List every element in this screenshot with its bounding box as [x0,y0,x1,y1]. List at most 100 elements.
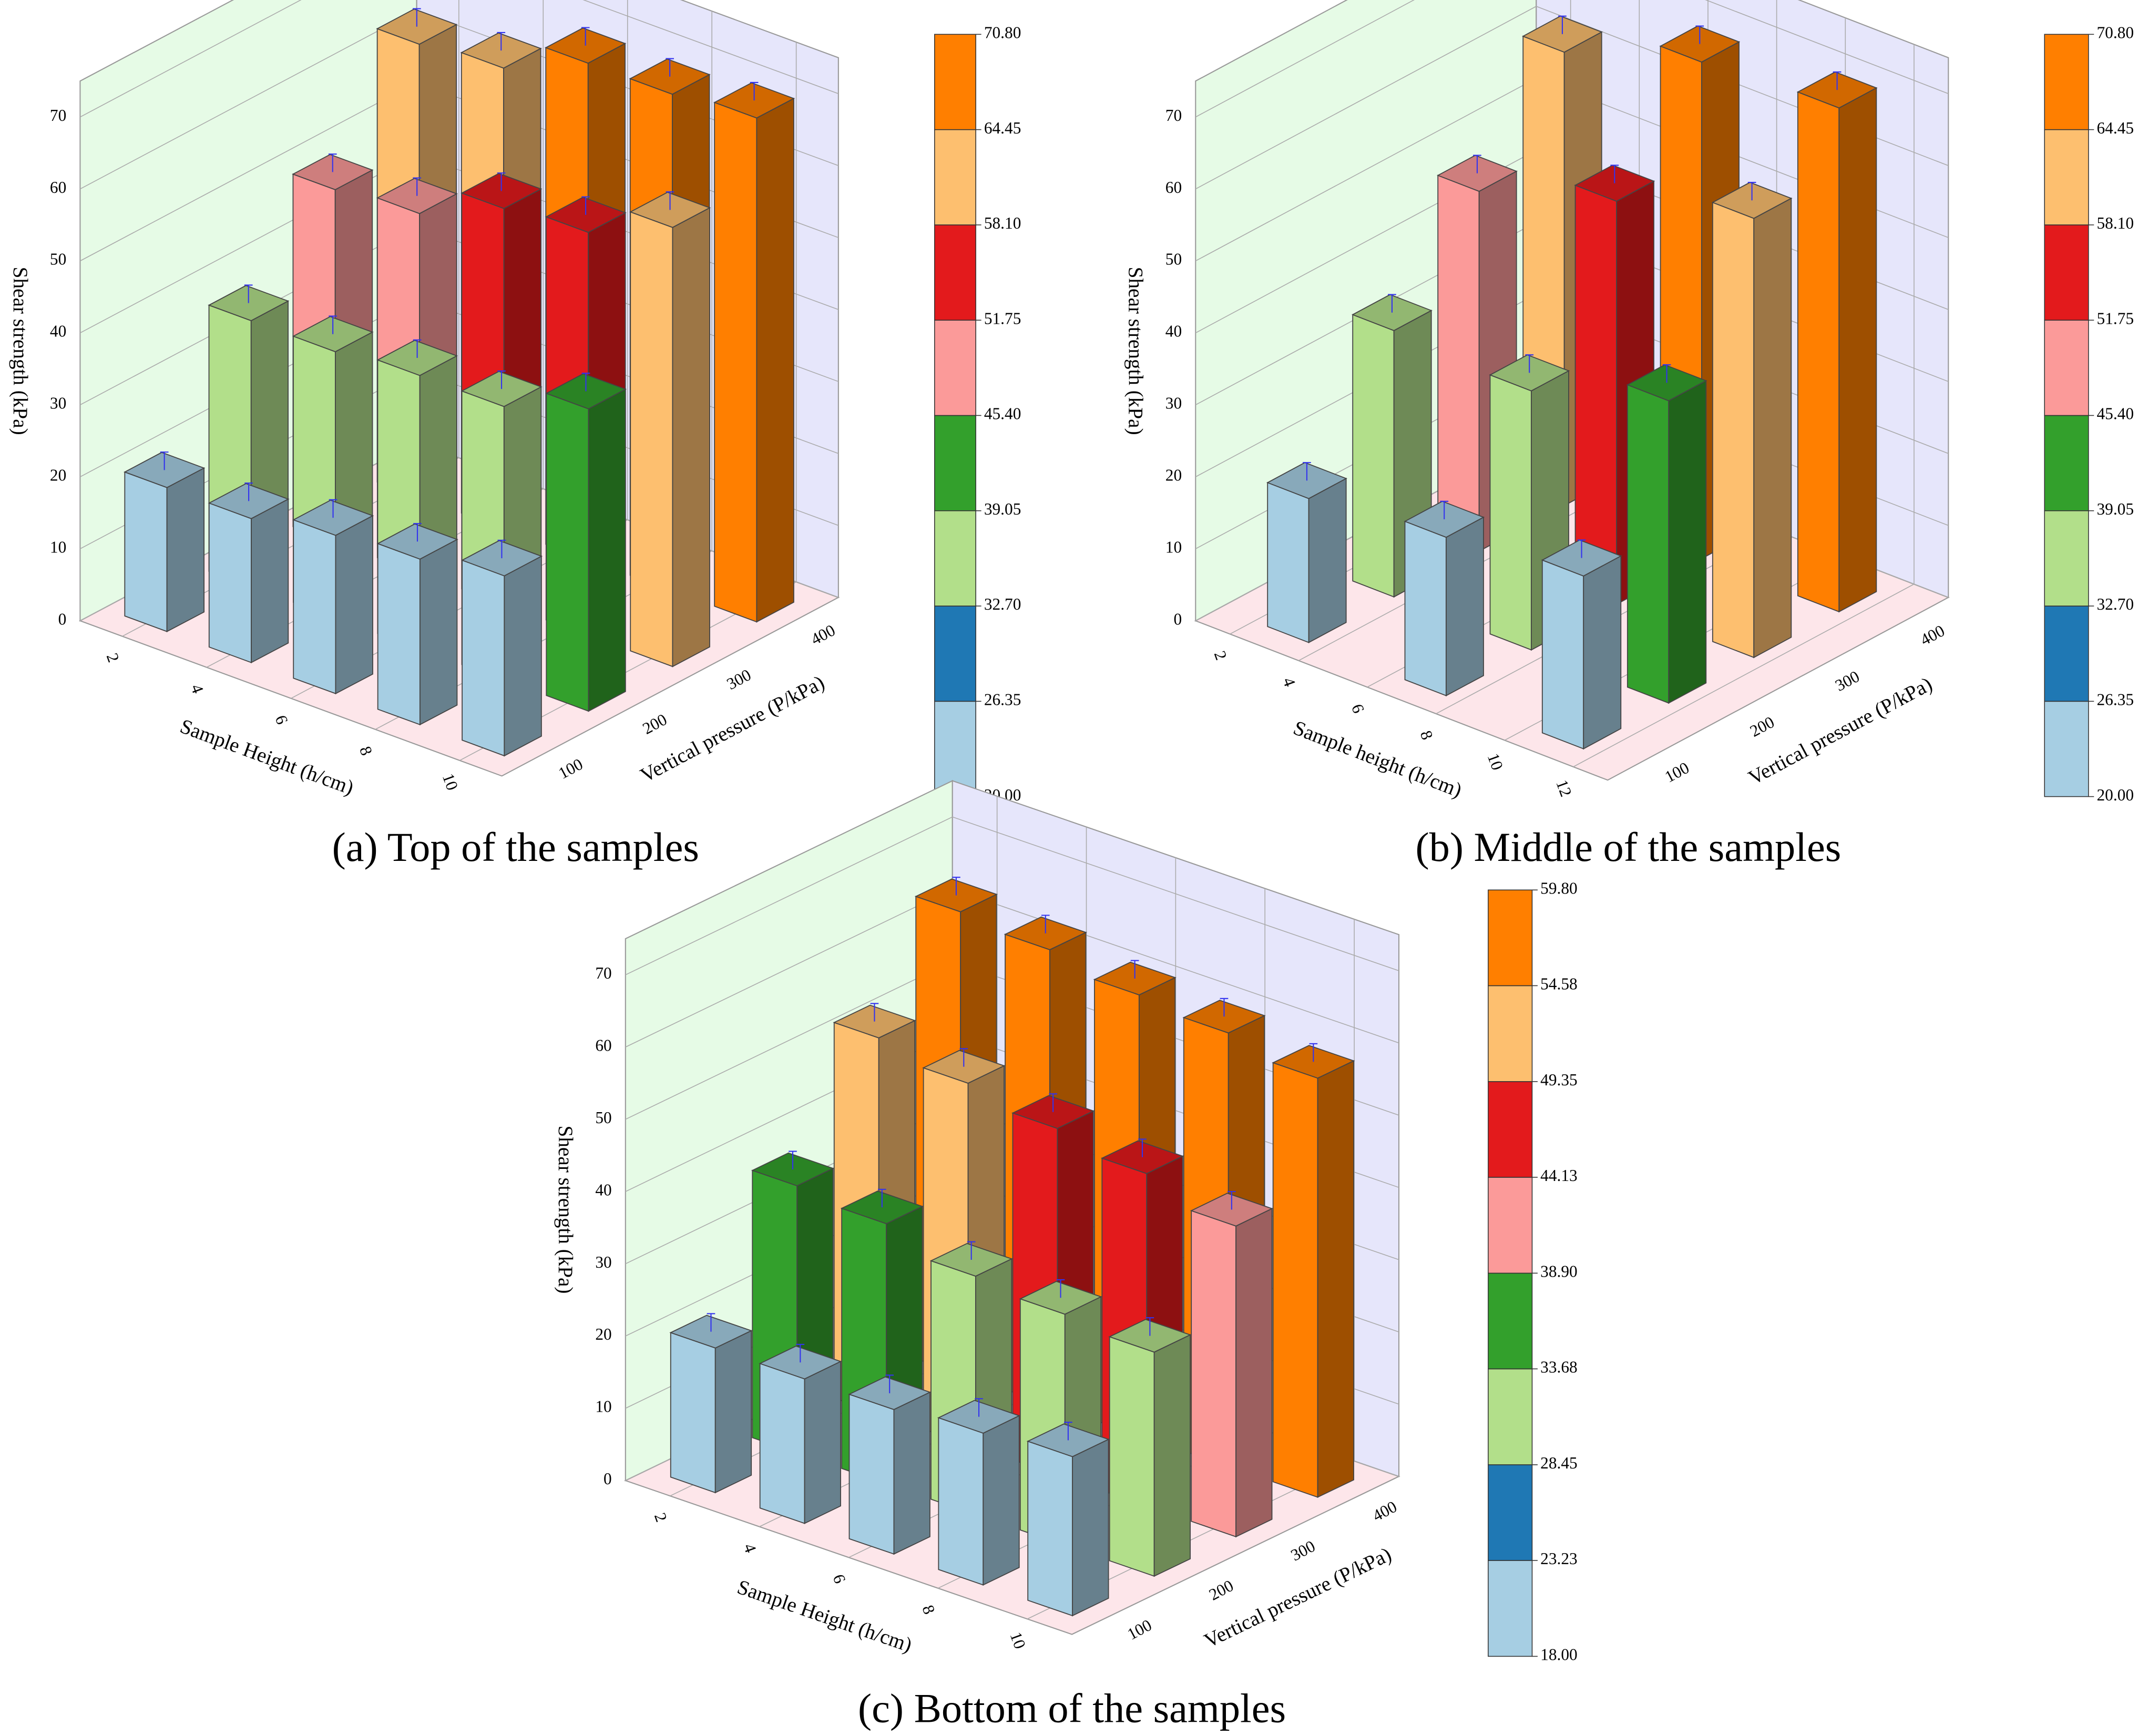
bar-front [462,559,505,757]
colorbar-swatch [934,415,976,511]
colorbar-label: 45.40 [2096,405,2134,423]
error-bar [497,172,506,191]
bar-side [504,555,542,757]
bar-top [1190,1193,1273,1227]
bar-side [756,97,794,623]
bar-top [292,316,374,353]
error-bar [885,1374,894,1393]
colorbar-label: 70.80 [984,24,1021,42]
colorbar-label: 58.10 [984,214,1021,232]
x-tick-label: 4 [1279,675,1299,689]
z-tick-label: 30 [595,1253,611,1271]
error-bar [952,877,960,896]
bar-front [1797,91,1840,613]
error-bar [329,499,337,518]
bar-top [1004,916,1087,950]
colorbar-label: 28.45 [1540,1454,1578,1472]
bar-top [1404,500,1485,538]
colorbar-label: 58.10 [2096,214,2134,232]
colorbar-swatch [2044,224,2089,321]
bar-front [938,1417,984,1586]
error-bar [244,482,253,501]
grid-line [625,816,1399,975]
error-bar [975,1398,983,1417]
error-bar [666,191,674,210]
z-tick-label: 20 [50,466,66,484]
colorbar-swatch [1488,1177,1533,1274]
caption: (c) Bottom of the samples [858,1686,1286,1731]
z-tick-label: 40 [1165,322,1182,341]
colorbar-label: 51.75 [2096,309,2134,327]
bar-front [293,519,336,694]
error-bar [707,1313,715,1332]
z-tick-label: 50 [50,250,66,269]
x-tick-label: 4 [187,682,207,696]
x-axis-label: Sample height (h/cm) [1290,716,1465,802]
error-bar [1309,1043,1318,1062]
bar-top [460,32,542,69]
colorbar-label: 54.58 [1540,975,1578,993]
error-bar [1577,539,1586,558]
bar-side [804,1360,841,1524]
bar-side [419,538,458,726]
bar-side [983,1415,1020,1586]
colorbar-label: 44.13 [1540,1166,1578,1185]
error-bar [1525,354,1534,373]
y-tick-label: 200 [639,710,670,738]
error-bar [1220,998,1229,1017]
z-tick-label: 0 [604,1470,612,1488]
colorbar-swatch [1488,1272,1533,1370]
y-tick-label: 400 [808,621,838,649]
error-bar [1138,1138,1147,1157]
x-tick-label: 6 [272,713,292,727]
error-bar [497,370,506,389]
colorbar-swatch [2044,510,2089,607]
colorbar-label: 49.35 [1540,1071,1578,1089]
grid-line [80,0,839,118]
z-tick-label: 70 [1165,106,1182,125]
error-bar [1695,25,1704,44]
bar-side [1153,1334,1191,1577]
error-bar [750,81,759,101]
bar-top [1541,539,1622,577]
z-tick-label: 60 [1165,178,1182,197]
bar-top [759,1345,842,1380]
bar-front [1712,201,1755,659]
bar-front [1191,1210,1237,1538]
error-bar [1056,1279,1065,1298]
x-tick-label: 8 [918,1603,938,1617]
x-tick-label: 2 [103,651,123,665]
y-tick-label: 300 [1832,667,1863,695]
bar-front [1489,374,1532,651]
caption: (b) Middle of the samples [1416,824,1842,870]
colorbar-label: 70.80 [2096,24,2134,42]
bar-top [292,499,374,536]
x-tick-label: 6 [830,1572,850,1586]
z-tick-label: 0 [58,610,67,628]
error-bar [412,8,421,27]
z-tick-label: 20 [595,1325,611,1343]
error-bar [1303,462,1311,481]
z-axis-label: Shear strength (kPa) [554,1126,577,1294]
error-bar [413,523,422,542]
colorbar-swatch [1488,1368,1533,1465]
bar-front [759,1363,805,1524]
colorbar-swatch [1488,1560,1533,1657]
colorbar-swatch [2044,34,2089,130]
y-tick-label: 200 [1747,713,1777,741]
x-tick-label: 2 [651,1511,671,1525]
error-bar [581,373,590,392]
colorbar-label: 32.70 [2096,595,2134,613]
colorbar-swatch [934,320,976,416]
x-tick-label: 10 [439,771,462,793]
bar-front [546,393,589,712]
y-tick-label: 100 [1662,758,1692,786]
error-bar [1228,1191,1236,1210]
error-bar [1388,294,1396,313]
z-tick-label: 40 [595,1180,611,1199]
bar-top [629,58,711,95]
bar-top [1272,1045,1355,1079]
z-tick-label: 50 [595,1108,611,1127]
colorbar-label: 26.35 [2096,691,2134,709]
bar-side [672,207,710,667]
